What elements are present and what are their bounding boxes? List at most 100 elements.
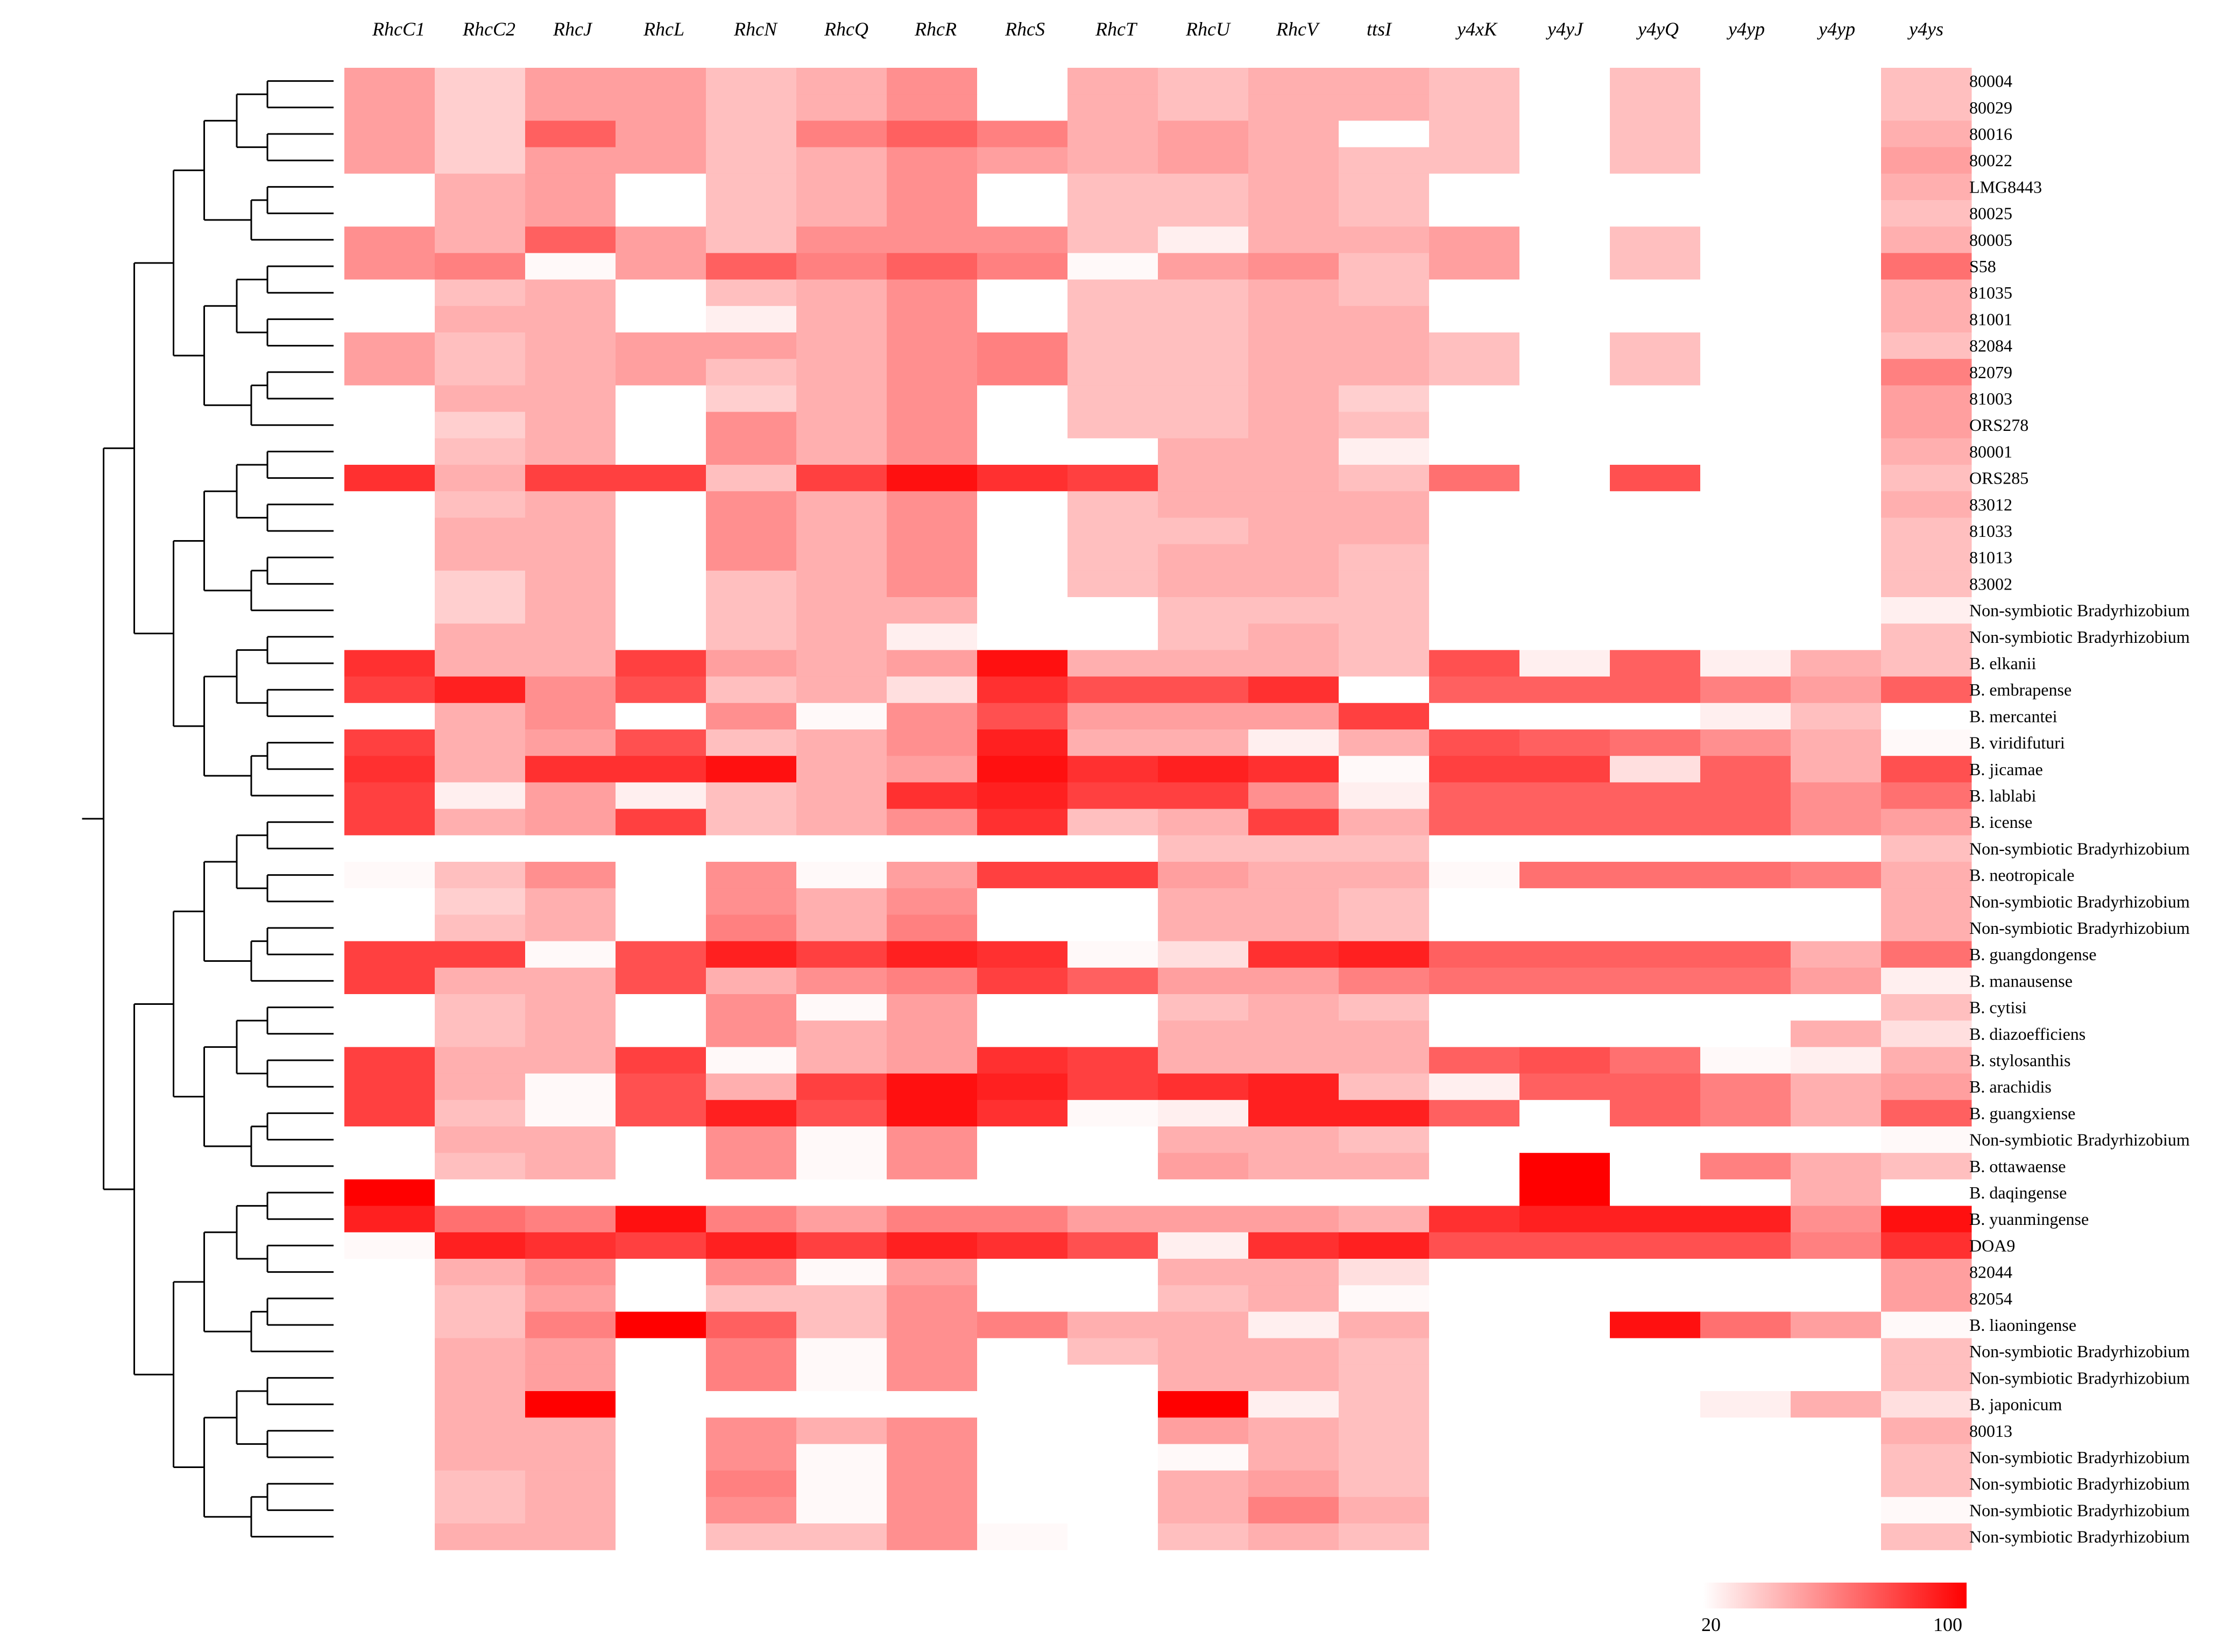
heatmap-cell — [1339, 967, 1430, 995]
heatmap-cell — [1248, 650, 1339, 677]
heatmap-cell — [1248, 888, 1339, 915]
heatmap-cell — [1519, 1020, 1610, 1047]
heatmap-cell — [1067, 782, 1158, 810]
heatmap-cell — [1519, 703, 1610, 730]
heatmap-cell — [1248, 68, 1339, 95]
heatmap-cell — [796, 729, 887, 756]
column-label: y4yQ — [1636, 18, 1679, 40]
heatmap-cell — [796, 1100, 887, 1127]
heatmap-cell — [344, 570, 435, 598]
heatmap-cell — [1158, 359, 1249, 386]
heatmap-cell — [796, 1206, 887, 1233]
heatmap-cell — [887, 1444, 978, 1471]
heatmap-cell — [1610, 1311, 1701, 1339]
heatmap-cell — [525, 1311, 616, 1339]
row-label: B. elkanii — [1969, 654, 2037, 673]
heatmap-cell — [1791, 147, 1882, 174]
heatmap-cell — [435, 941, 526, 968]
heatmap-cell — [1519, 359, 1610, 386]
heatmap-cell — [887, 1523, 978, 1550]
heatmap-cell — [1067, 1259, 1158, 1286]
heatmap-cell — [1610, 120, 1701, 148]
heatmap-cell — [616, 570, 706, 598]
row-label: B. diazoefficiens — [1969, 1024, 2085, 1044]
heatmap-cell — [1700, 385, 1791, 413]
heatmap-cell — [1429, 173, 1520, 201]
heatmap-cell — [977, 809, 1068, 836]
heatmap-cell — [706, 782, 797, 810]
heatmap-cell — [525, 1364, 616, 1392]
heatmap-cell — [435, 809, 526, 836]
heatmap-cell — [887, 385, 978, 413]
heatmap-cell — [1610, 94, 1701, 121]
heatmap-cell — [1429, 359, 1520, 386]
heatmap-cell — [1519, 756, 1610, 783]
column-labels: RhcC1 RhcC2 RhcJ RhcL RhcN RhcQ RhcR RhcS RhcT Rh… — [372, 18, 1943, 40]
heatmap-cell — [796, 941, 887, 968]
heatmap-cell — [616, 1179, 706, 1207]
heatmap-cell — [887, 1100, 978, 1127]
heatmap-cell — [706, 1338, 797, 1365]
heatmap-cell — [616, 226, 706, 253]
heatmap-cell — [616, 385, 706, 413]
heatmap-cell — [796, 1020, 887, 1047]
heatmap-cell — [525, 1285, 616, 1312]
heatmap-cell — [796, 914, 887, 942]
heatmap-cell — [1610, 994, 1701, 1021]
heatmap-cell — [435, 1523, 526, 1550]
heatmap-cell — [1519, 570, 1610, 598]
heatmap-cell — [616, 253, 706, 280]
heatmap-cell — [1158, 1100, 1249, 1127]
heatmap-cell — [1610, 332, 1701, 359]
heatmap-cell — [1791, 226, 1882, 253]
heatmap-cell — [1700, 1073, 1791, 1101]
heatmap-cell — [1339, 570, 1430, 598]
heatmap-cell — [435, 438, 526, 465]
column-label: RhcT — [1095, 18, 1138, 40]
heatmap-cell — [1791, 1417, 1882, 1444]
heatmap-cell — [1519, 1338, 1610, 1365]
column-label: RhcV — [1276, 18, 1320, 40]
heatmap-cell — [1067, 862, 1158, 889]
heatmap-cell — [616, 914, 706, 942]
heatmap-cell — [887, 1126, 978, 1153]
heatmap-cell — [796, 1470, 887, 1498]
heatmap-cell — [1519, 888, 1610, 915]
heatmap-cell — [1158, 1338, 1249, 1365]
heatmap-cell — [1248, 332, 1339, 359]
heatmap-cell — [1429, 1100, 1520, 1127]
row-label: B. arachidis — [1969, 1077, 2052, 1096]
heatmap-cell — [706, 1417, 797, 1444]
heatmap-cell — [1158, 491, 1249, 518]
row-label: 80001 — [1969, 442, 2012, 461]
heatmap-cell — [1067, 967, 1158, 995]
heatmap-cell — [1429, 1523, 1520, 1550]
heatmap-cell — [977, 729, 1068, 756]
heatmap-cell — [1791, 570, 1882, 598]
row-label: 81035 — [1969, 283, 2012, 302]
heatmap-cell — [887, 1047, 978, 1074]
heatmap-cell — [1158, 862, 1249, 889]
heatmap-cell — [796, 438, 887, 465]
heatmap-cell — [796, 1364, 887, 1392]
heatmap-cell — [525, 1206, 616, 1233]
heatmap-cell — [706, 994, 797, 1021]
heatmap-cell — [1429, 1206, 1520, 1233]
row-label: B. guangdongense — [1969, 945, 2096, 964]
heatmap-cell — [1158, 1444, 1249, 1471]
heatmap-cell — [706, 279, 797, 307]
heatmap-cell — [706, 226, 797, 253]
heatmap-cell — [1519, 94, 1610, 121]
heatmap-cell — [435, 676, 526, 704]
row-label: 80004 — [1969, 72, 2012, 91]
heatmap-cell — [887, 1259, 978, 1286]
row-label: ORS278 — [1969, 415, 2028, 435]
heatmap-cell — [1881, 1020, 1972, 1047]
heatmap-cell — [1248, 1206, 1339, 1233]
heatmap-cell — [796, 1126, 887, 1153]
heatmap-cell — [796, 1444, 887, 1471]
heatmap-cell — [1158, 465, 1249, 492]
heatmap-cell — [796, 253, 887, 280]
heatmap-cell — [1429, 570, 1520, 598]
